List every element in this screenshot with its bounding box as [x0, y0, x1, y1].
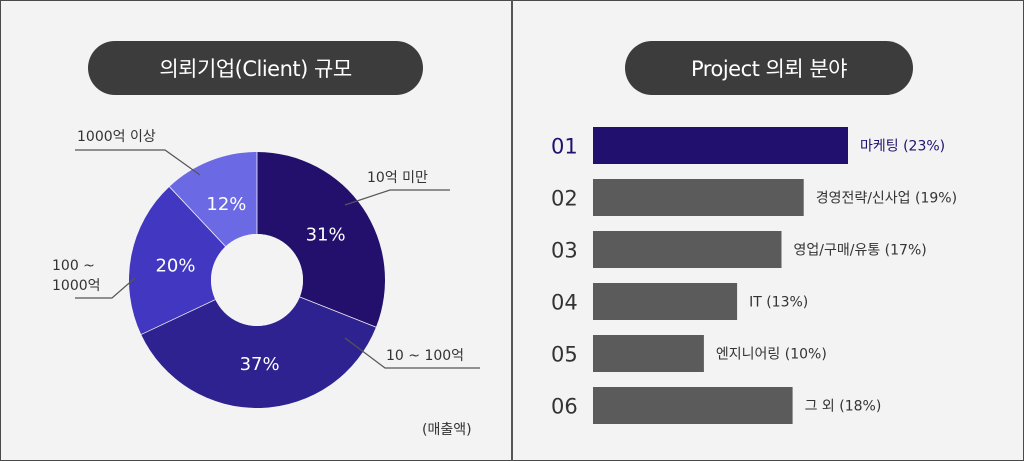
bar-rank-number: 05	[551, 343, 578, 367]
slice-percent-label: 20%	[155, 255, 195, 276]
bar-rank-number: 03	[551, 239, 578, 263]
bar-label: IT (13%)	[749, 295, 808, 311]
bar	[593, 127, 848, 164]
leader-line	[344, 189, 450, 206]
bar	[593, 335, 704, 372]
slice-category-label: 100 ~1000억	[52, 258, 101, 294]
bar-rank-number: 04	[551, 291, 578, 315]
leader-line	[75, 277, 136, 299]
leader-line	[75, 149, 201, 176]
slice-percent-label: 31%	[306, 224, 346, 245]
slice-percent-label: 37%	[240, 354, 280, 375]
bar-label: 영업/구매/유통 (17%)	[794, 243, 927, 259]
bar-rank-number: 02	[551, 187, 578, 211]
donut-hole-cover	[211, 234, 303, 326]
slice-category-label: 10억 미만	[367, 170, 428, 186]
bar	[593, 179, 804, 216]
bar-label: 엔지니어링 (10%)	[716, 347, 827, 363]
bar-label: 경영전략/신사업 (19%)	[816, 191, 957, 207]
bar-label: 마케팅 (23%)	[860, 139, 945, 155]
bar-rank-number: 06	[551, 395, 578, 419]
panel-divider	[511, 0, 513, 461]
revenue-unit-note: (매출액)	[422, 422, 472, 438]
bar-label: 그 외 (18%)	[805, 399, 882, 415]
donut-slice	[128, 186, 257, 335]
slice-percent-label: 12%	[206, 194, 246, 215]
bar-rank-number: 01	[551, 135, 578, 159]
slice-category-label: 10 ~ 100억	[386, 348, 464, 364]
client-size-title: 의뢰기업(Client) 규모	[88, 41, 423, 95]
project-field-title: Project 의뢰 분야	[625, 41, 913, 95]
bar	[593, 283, 738, 320]
donut-slice	[141, 280, 377, 409]
bar	[593, 387, 793, 424]
bar	[593, 231, 782, 268]
leader-line	[344, 337, 480, 369]
slice-category-label: 1000억 이상	[77, 129, 156, 145]
